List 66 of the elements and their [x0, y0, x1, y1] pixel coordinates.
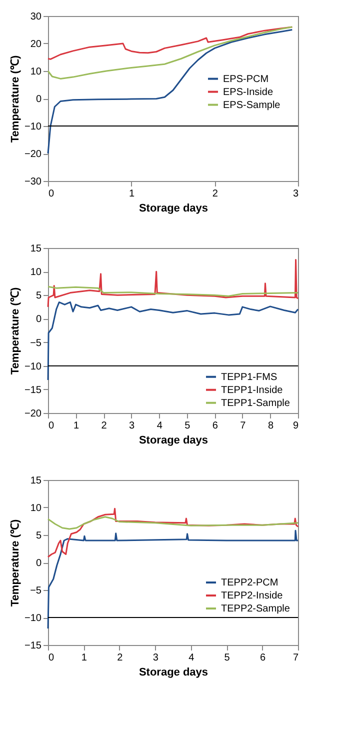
x-axis-title: Storage days — [138, 666, 208, 678]
y-tick-label: −20 — [24, 408, 42, 420]
legend-label: TEPP2-Sample — [221, 604, 290, 614]
x-tick-label: 0 — [48, 188, 54, 200]
x-tick-label: 5 — [184, 420, 191, 432]
y-tick-label: 15 — [30, 244, 42, 254]
legend-label: TEPP2-Inside — [221, 590, 284, 602]
x-axis-title: Storage days — [138, 202, 208, 214]
y-tick-label: 15 — [30, 476, 42, 486]
line-series — [47, 516, 299, 530]
y-tick-label: −5 — [30, 338, 42, 349]
x-tick-label: 3 — [129, 420, 136, 432]
x-tick-label: 2 — [101, 420, 108, 432]
line-series — [47, 29, 293, 154]
y-axis-title: Temperature (℃) — [10, 519, 22, 607]
x-tick-label: 7 — [292, 652, 299, 664]
y-tick-label: 5 — [36, 290, 42, 302]
x-tick-label: 1 — [81, 652, 88, 664]
y-tick-label: −10 — [24, 361, 42, 372]
x-tick-label: 7 — [240, 420, 246, 432]
x-tick-label: 6 — [260, 652, 266, 664]
y-tick-label: 10 — [30, 267, 42, 278]
x-tick-label: 2 — [117, 652, 124, 664]
x-tick-label: 3 — [152, 652, 159, 664]
y-tick-label: 10 — [30, 66, 42, 78]
y-tick-label: −20 — [24, 149, 42, 160]
x-tick-label: 0 — [48, 652, 54, 664]
x-tick-label: 2 — [212, 188, 218, 200]
y-tick-label: −30 — [24, 176, 42, 188]
x-tick-label: 4 — [156, 420, 163, 432]
line-series — [47, 259, 299, 308]
x-tick-label: 0 — [48, 420, 54, 432]
y-tick-label: −15 — [24, 384, 42, 396]
y-tick-label: 30 — [30, 12, 42, 22]
legend-label: EPS-Sample — [223, 100, 281, 111]
x-tick-label: 3 — [292, 188, 299, 200]
y-tick-label: 0 — [36, 314, 42, 326]
y-tick-label: 0 — [36, 94, 42, 105]
legend-label: EPS-PCM — [223, 74, 269, 85]
x-tick-label: 1 — [73, 420, 80, 432]
y-tick-label: 0 — [36, 558, 42, 569]
legend-label: TEPP1-FMS — [221, 372, 278, 383]
x-axis-title: Storage days — [138, 434, 208, 446]
y-tick-label: −10 — [24, 122, 42, 132]
legend-label: TEPP1-Inside — [221, 384, 284, 396]
x-tick-label: 6 — [212, 420, 218, 432]
y-tick-label: −15 — [24, 640, 42, 652]
y-tick-label: 5 — [36, 530, 42, 542]
legend-label: TEPP1-Sample — [221, 398, 290, 409]
y-tick-label: 20 — [30, 39, 42, 50]
line-series — [47, 301, 299, 381]
y-axis-title: Temperature (℃) — [10, 287, 22, 375]
x-tick-label: 4 — [188, 652, 195, 664]
x-tick-label: 8 — [268, 420, 274, 432]
x-tick-label: 9 — [292, 420, 299, 432]
legend-label: TEPP2-PCM — [221, 578, 278, 588]
y-tick-label: 10 — [30, 503, 42, 514]
x-tick-label: 1 — [129, 188, 136, 200]
y-axis-title: Temperature (℃) — [10, 55, 22, 143]
legend-label: EPS-Inside — [223, 86, 274, 98]
x-tick-label: 5 — [224, 652, 230, 664]
y-tick-label: −5 — [30, 586, 42, 596]
line-series — [47, 530, 299, 630]
y-tick-label: −10 — [24, 613, 42, 624]
line-series — [47, 286, 299, 297]
line-series — [47, 508, 299, 558]
